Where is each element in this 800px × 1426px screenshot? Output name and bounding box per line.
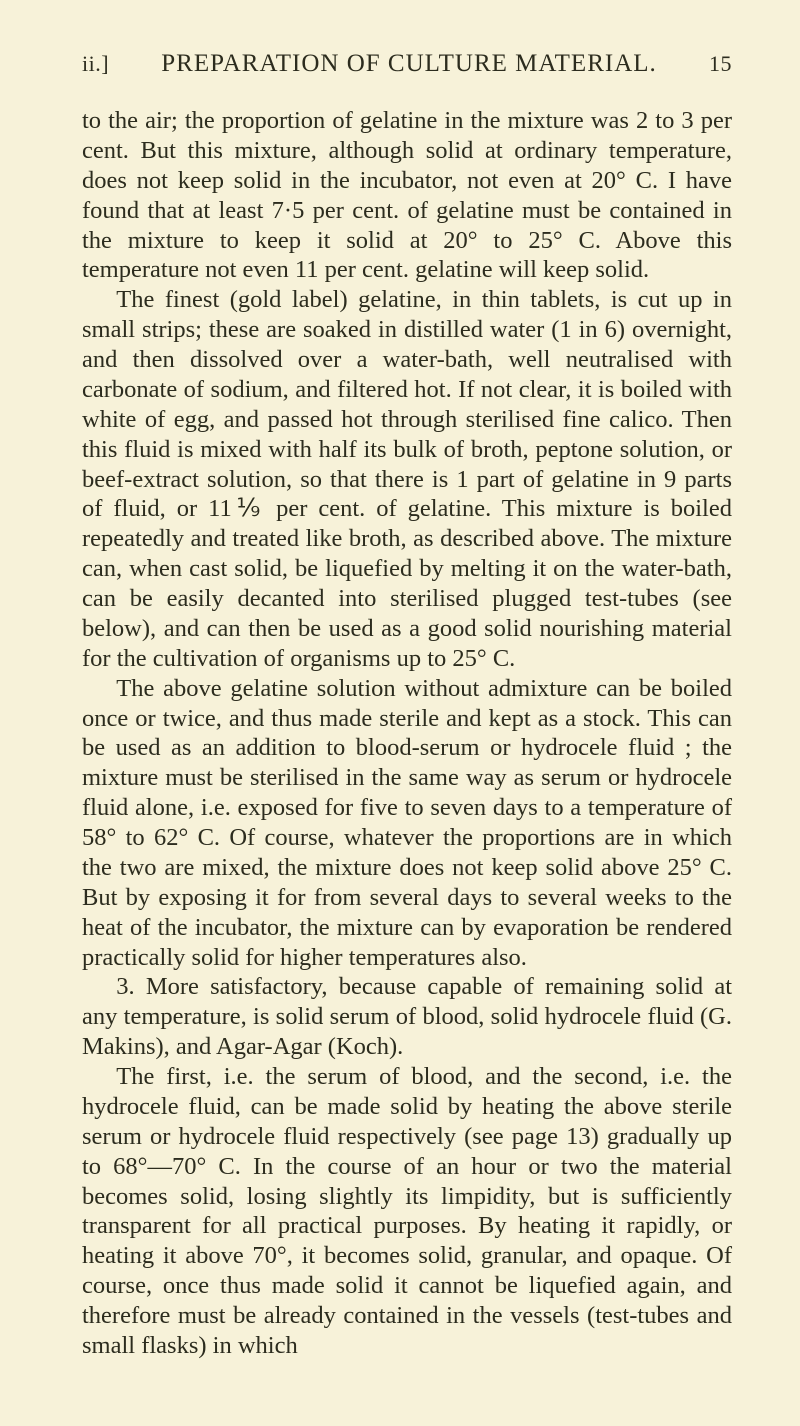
page-number: 15 [709,51,732,77]
page-title: PREPARATION OF CULTURE MATERIAL. [109,50,709,78]
running-header: ii.] PREPARATION OF CULTURE MATERIAL. 15 [82,50,732,78]
paragraph-2: The finest (gold label) gelatine, in thi… [82,285,732,673]
section-marker: ii.] [82,51,109,77]
paragraph-5: The first, i.e. the serum of blood, and … [82,1062,732,1361]
body-text: to the air; the proportion of gelatine i… [82,106,732,1361]
page: ii.] PREPARATION OF CULTURE MATERIAL. 15… [0,0,800,1426]
paragraph-3: The above gelatine solution without admi… [82,674,732,973]
paragraph-1: to the air; the proportion of gelatine i… [82,106,732,285]
paragraph-4: 3. More satisfactory, because capable of… [82,972,732,1062]
